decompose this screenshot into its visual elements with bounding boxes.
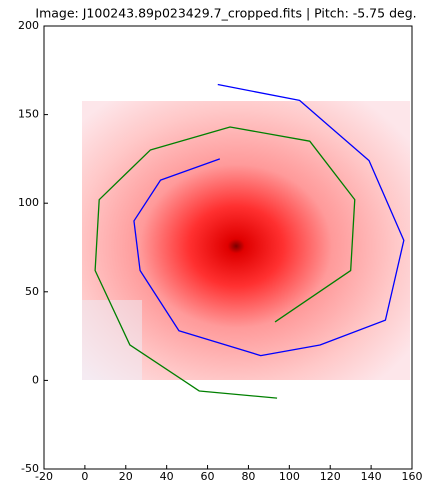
spiral-arm bbox=[133, 83, 405, 357]
y-tick-label: 0 bbox=[32, 373, 39, 386]
x-tick-label: 40 bbox=[160, 470, 174, 480]
x-tick-label: 160 bbox=[402, 470, 423, 480]
y-tick-label: 200 bbox=[18, 19, 39, 32]
x-tick-label: 20 bbox=[119, 470, 133, 480]
axes-frame bbox=[43, 25, 413, 470]
noise-patch bbox=[82, 300, 142, 380]
marks bbox=[94, 83, 405, 399]
x-tick-label: 60 bbox=[201, 470, 215, 480]
chart-title: Image: J100243.89p023429.7_cropped.fits … bbox=[35, 6, 416, 21]
y-tick-label: 150 bbox=[18, 108, 39, 121]
x-tick-label: 80 bbox=[241, 470, 255, 480]
y-tick-label: -50 bbox=[21, 462, 39, 475]
y-tick-label: 100 bbox=[18, 196, 39, 209]
x-tick-label: 100 bbox=[279, 470, 300, 480]
y-tick-label: 50 bbox=[25, 285, 39, 298]
x-tick-label: 0 bbox=[81, 470, 88, 480]
x-tick-label: 120 bbox=[320, 470, 341, 480]
x-tick-label: -20 bbox=[35, 470, 53, 480]
spiral-arm bbox=[94, 126, 356, 399]
x-tick-label: 140 bbox=[361, 470, 382, 480]
